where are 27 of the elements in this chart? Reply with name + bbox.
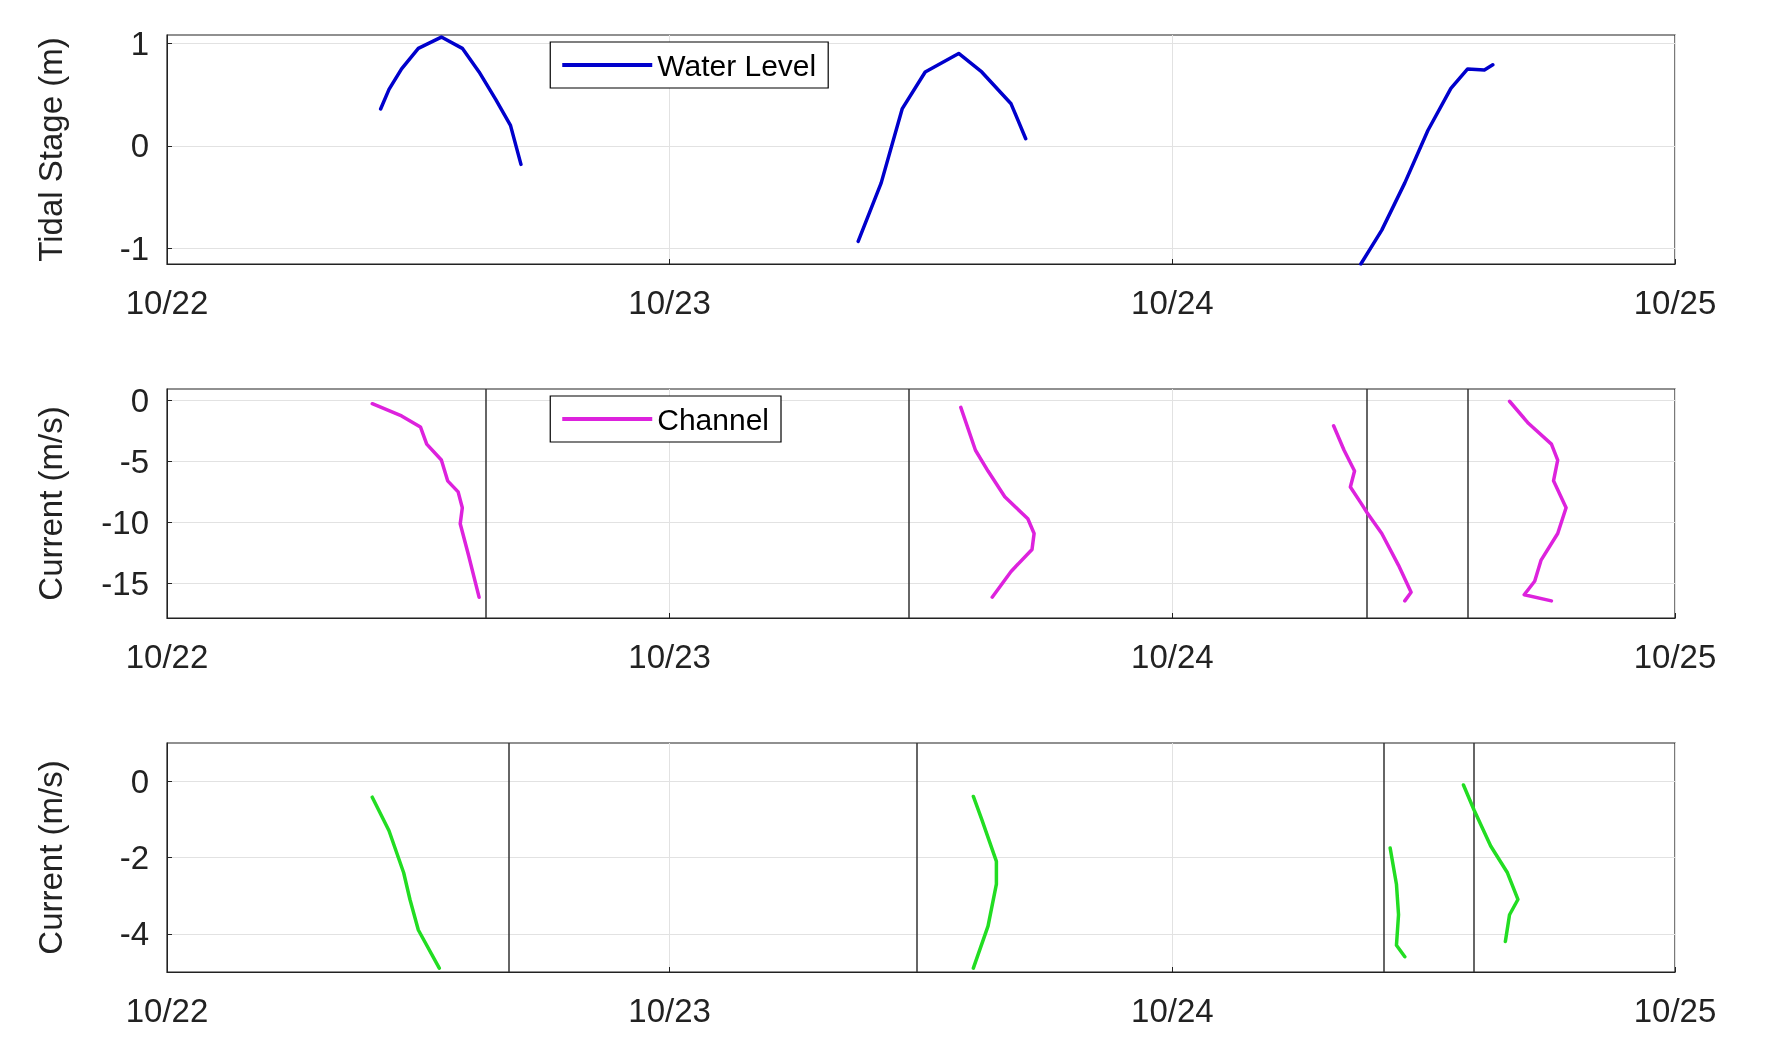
x-tick-label: 10/22 [125,284,209,321]
x-tick-label: 10/25 [1633,284,1717,321]
y-tick-label: -15 [101,565,149,603]
y-tick-label: -1 [119,230,149,268]
y-tick-label: -2 [119,839,149,876]
x-tick-label: 10/25 [1633,638,1717,675]
y-tick-label: -4 [119,915,149,953]
x-tick-label: 10/23 [628,638,711,675]
y-tick-label: 1 [130,24,149,62]
x-tick-label: 10/25 [1633,992,1717,1029]
y-axis-title: Current (m/s) [32,406,69,601]
y-axis-title: Tidal Stage (m) [32,37,69,262]
legend-label: Channel [657,402,770,436]
x-tick-label: 10/24 [1131,992,1214,1029]
x-tick-label: 10/24 [1131,638,1214,675]
legend-label: Water Level [657,48,817,82]
x-tick-label: 10/22 [125,992,209,1029]
y-axis-title: Current (m/s) [32,760,69,955]
x-tick-label: 10/22 [125,638,209,675]
y-tick-label: 0 [130,127,149,165]
y-tick-label: -10 [101,503,149,541]
x-tick-label: 10/24 [1131,284,1214,321]
y-tick-label: -5 [119,442,149,480]
x-tick-label: 10/23 [628,284,711,321]
y-tick-label: 0 [130,381,149,419]
x-tick-label: 10/23 [628,992,711,1029]
y-tick-label: 0 [130,762,149,800]
